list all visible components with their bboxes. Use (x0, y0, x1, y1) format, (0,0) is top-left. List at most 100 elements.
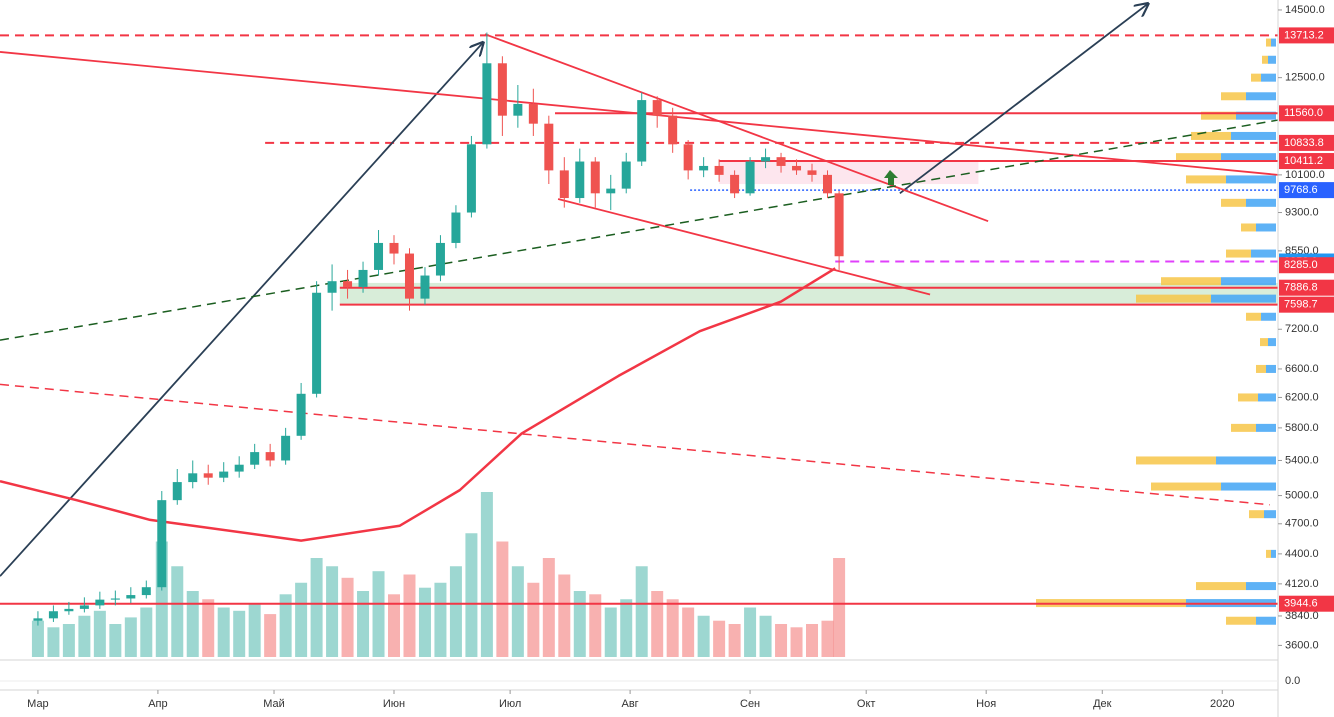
candle-body (358, 269, 368, 287)
candle-body (834, 193, 844, 257)
level-label: 10833.8 (1284, 137, 1324, 149)
y-tick-label: 5400.0 (1285, 454, 1319, 466)
volume-bar (666, 599, 679, 657)
candle-body (188, 473, 198, 483)
y-tick-label: 6600.0 (1285, 363, 1319, 375)
profile-down (1246, 312, 1261, 321)
volume-bar (589, 594, 602, 657)
y-tick-label: 3600.0 (1285, 639, 1319, 651)
profile-up (1261, 312, 1276, 321)
volume-bar (713, 620, 726, 657)
x-tick-label: Июн (383, 698, 405, 710)
volume-bar (109, 624, 122, 657)
candle-body (420, 275, 430, 299)
x-tick-label: Май (263, 698, 285, 710)
volume-bar (744, 607, 757, 657)
profile-down (1136, 456, 1216, 465)
candle-body (327, 281, 337, 293)
candle-body (141, 587, 151, 596)
level-label-bg (1279, 105, 1334, 122)
volume-bar (124, 617, 137, 657)
volume-bar (217, 607, 230, 657)
candle-body (95, 599, 105, 606)
candle-body (637, 100, 647, 162)
candle-body (590, 161, 600, 194)
volume-bar (264, 614, 277, 657)
profile-down (1256, 364, 1266, 373)
profile-down (1201, 111, 1236, 120)
volume-bar (140, 607, 153, 657)
candle-body (126, 595, 136, 599)
volume-bar (93, 610, 106, 657)
volume-bar (697, 615, 710, 657)
y-tick-label: 4120.0 (1285, 578, 1319, 590)
profile-up (1231, 131, 1276, 140)
profile-up (1226, 175, 1276, 184)
trend-line (0, 43, 483, 577)
profile-up (1271, 38, 1276, 47)
candle-body (699, 165, 709, 171)
volume-bar (62, 624, 75, 657)
candle-body (513, 103, 523, 116)
volume-bar (527, 582, 540, 657)
y-tick-label: 3840.0 (1285, 610, 1319, 622)
volume-bar (31, 620, 44, 657)
y-tick-label: 7200.0 (1285, 323, 1319, 335)
y-tick-label: 4400.0 (1285, 548, 1319, 560)
profile-down (1262, 55, 1268, 64)
volume-bar (233, 610, 246, 657)
candle-body (466, 144, 476, 213)
candle-body (404, 253, 414, 299)
profile-down (1176, 153, 1221, 162)
profile-down (1161, 277, 1221, 286)
candle-body (621, 161, 631, 189)
candle-body (822, 174, 832, 194)
candle-body (714, 165, 724, 175)
profile-down (1196, 582, 1246, 591)
volume-bar (47, 627, 60, 657)
candle-body (250, 452, 260, 465)
profile-up (1221, 482, 1276, 491)
candle-body (451, 212, 461, 243)
candle-body (807, 170, 817, 175)
profile-up (1221, 277, 1276, 286)
volume-bar (573, 591, 586, 657)
up-arrow-icon (884, 170, 898, 185)
volume-bar (341, 577, 354, 657)
volume-bar (372, 571, 385, 657)
profile-up (1268, 55, 1276, 64)
profile-down (1241, 223, 1256, 232)
profile-up (1271, 549, 1276, 558)
level-label: 9768.6 (1284, 184, 1318, 196)
volume-bar (790, 627, 803, 657)
profile-down (1266, 549, 1271, 558)
candle-body (730, 174, 740, 194)
volume-bar (620, 599, 633, 657)
profile-down (1251, 73, 1261, 82)
candle-body (312, 292, 322, 394)
volume (31, 492, 846, 657)
profile-down (1260, 338, 1268, 347)
level-label-bg (1279, 257, 1334, 274)
volume-bar (202, 599, 215, 657)
volume-bar (775, 624, 788, 657)
trend-line (484, 33, 989, 223)
profile-down (1249, 510, 1264, 519)
level-label-bg (1279, 134, 1334, 151)
volume-bar (403, 574, 416, 657)
profile-down (1136, 294, 1211, 303)
volume-bar (635, 566, 648, 657)
volume-bar (418, 587, 431, 657)
candle-body (652, 100, 662, 116)
profile-up (1236, 111, 1276, 120)
y-tick-label: 10100.0 (1285, 169, 1325, 181)
profile-up (1211, 294, 1276, 303)
level-label: 13713.2 (1284, 29, 1324, 41)
candle-body (110, 598, 120, 600)
volume-bar (682, 607, 695, 657)
profile-up (1256, 616, 1276, 625)
profile-down (1186, 175, 1226, 184)
macd-tick-label: 0.0 (1285, 675, 1300, 687)
